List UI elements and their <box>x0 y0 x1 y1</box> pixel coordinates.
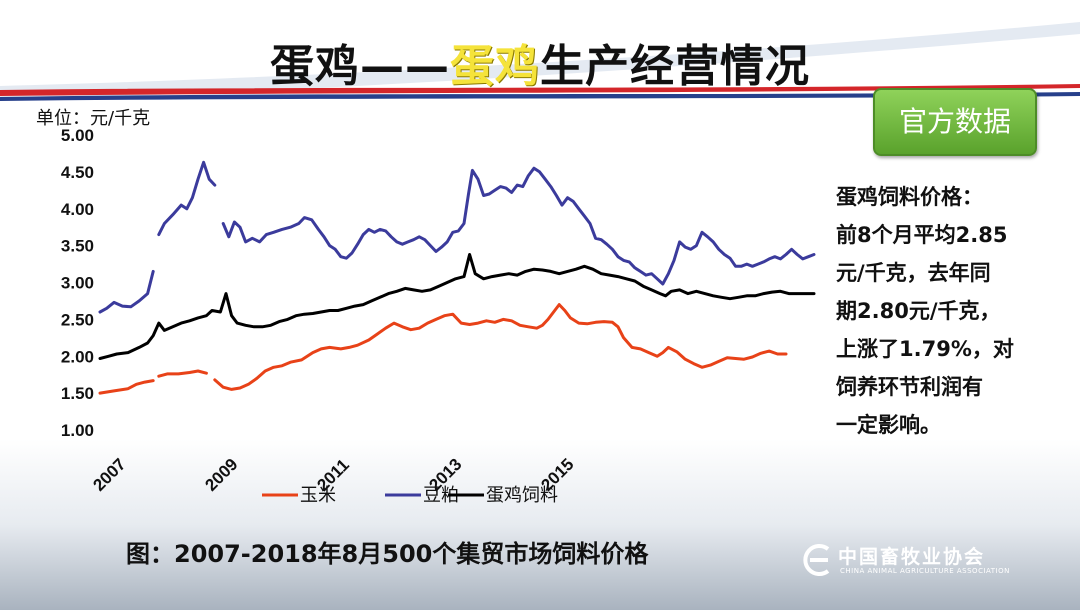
slide-title: 蛋鸡——蛋鸡生产经营情况 <box>0 30 1080 94</box>
series-line <box>213 303 788 391</box>
y-tick-label: 3.50 <box>61 237 94 256</box>
title-suffix: 生产经营情况 <box>540 41 810 92</box>
note-text: 蛋鸡饲料价格： 前8个月平均2.85 元/千克，去年同 期2.80元/千克， 上… <box>836 178 1074 444</box>
series-line <box>157 369 208 378</box>
figure-caption: 图：2007-2018年8月500个集贸市场饲料价格 <box>126 540 649 568</box>
legend-label: 蛋鸡饲料 <box>486 485 558 506</box>
logo-english-name: CHINA ANIMAL AGRICULTURE ASSOCIATION <box>840 567 1010 575</box>
y-tick-label: 3.00 <box>61 274 94 293</box>
y-tick-label: 1.50 <box>61 384 94 403</box>
y-tick-label: 2.00 <box>61 347 94 366</box>
series-line <box>221 166 816 286</box>
series-line <box>98 379 155 395</box>
note-line: 饲养环节利润有 <box>836 375 983 399</box>
legend-label: 豆粕 <box>423 485 459 506</box>
y-tick-label: 1.00 <box>61 421 94 440</box>
x-tick-label: 2007 <box>89 455 129 495</box>
note-line: 一定影响。 <box>836 413 941 437</box>
note-line: 期2.80元/千克， <box>836 299 1001 323</box>
y-tick-label: 2.50 <box>61 310 94 329</box>
logo-chinese-name: 中国畜牧业协会 <box>838 546 986 568</box>
x-tick-label: 2009 <box>201 455 241 495</box>
series-line <box>98 253 816 360</box>
note-line: 上涨了1.79%，对 <box>836 337 1014 361</box>
y-tick-label: 4.50 <box>61 163 94 182</box>
series-line <box>98 269 155 314</box>
series-line <box>157 160 217 237</box>
price-line-chart: 5.00 4.50 4.00 3.50 3.00 2.50 2.00 1.50 1.00 2007… <box>61 126 816 506</box>
note-line: 前8个月平均2.85 <box>836 223 1008 247</box>
note-line: 元/千克，去年同 <box>836 261 991 285</box>
note-line: 蛋鸡饲料价格： <box>836 185 983 209</box>
association-logo-icon <box>803 544 830 576</box>
unit-label: 单位：元/千克 <box>36 108 151 129</box>
title-highlight: 蛋鸡 <box>450 41 540 92</box>
y-tick-label: 4.00 <box>61 200 94 219</box>
y-tick-label: 5.00 <box>61 126 94 145</box>
legend-label: 玉米 <box>300 485 336 506</box>
title-prefix: 蛋鸡—— <box>270 41 450 92</box>
official-data-button[interactable]: 官方数据 <box>873 88 1037 156</box>
association-logo: 中国畜牧业协会 CHINA ANIMAL AGRICULTURE ASSOCIA… <box>798 542 1068 582</box>
